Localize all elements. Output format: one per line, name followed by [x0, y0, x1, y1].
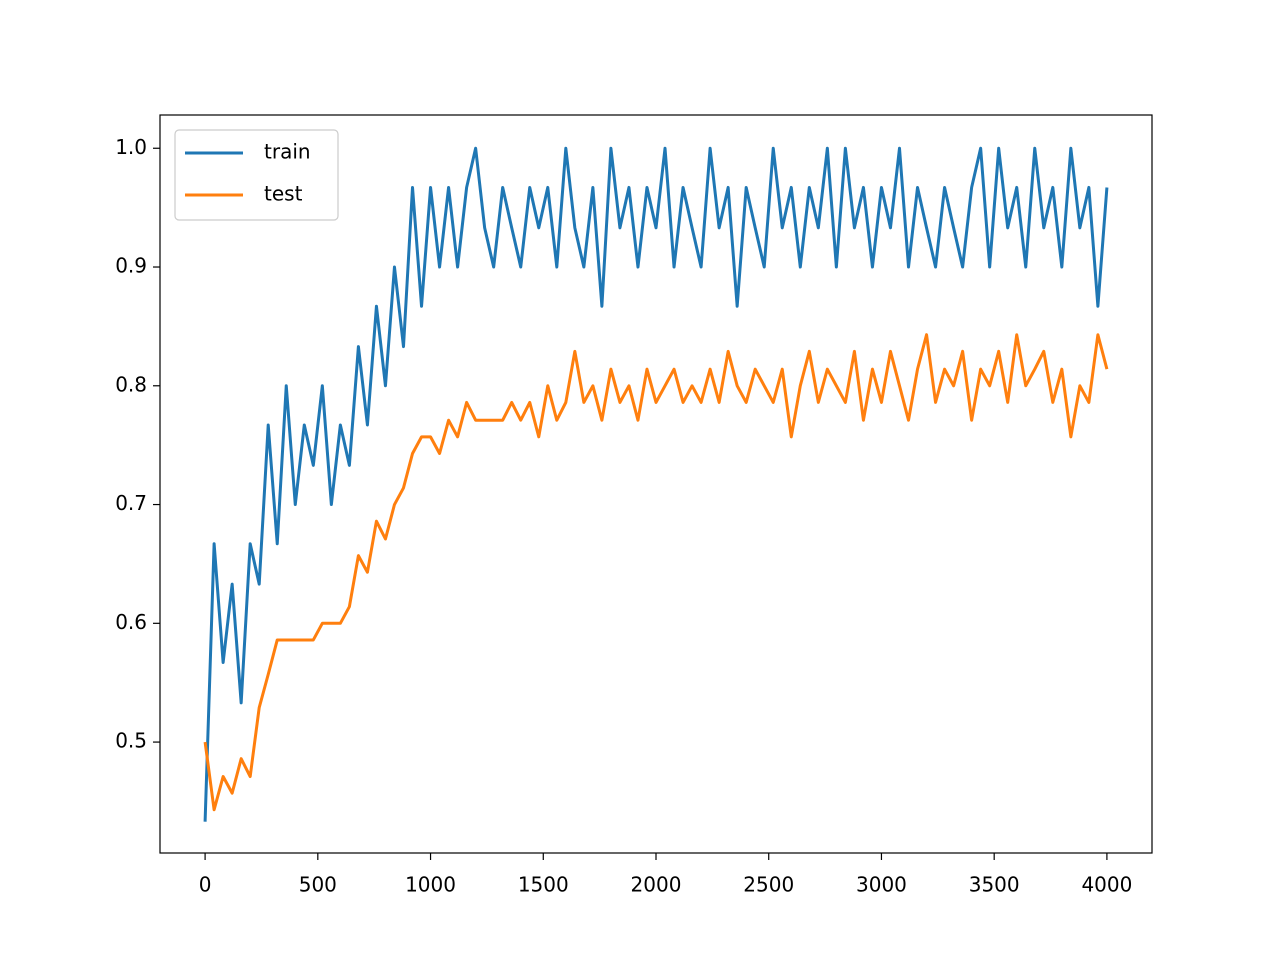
x-tick-label: 4000 — [1081, 873, 1132, 897]
x-tick-label: 1500 — [518, 873, 569, 897]
plot-frame — [159, 114, 1153, 854]
x-tick-label: 3000 — [856, 873, 907, 897]
x-tick-label: 2500 — [743, 873, 794, 897]
y-tick-label: 0.5 — [115, 729, 147, 753]
x-tick-label: 3500 — [969, 873, 1020, 897]
legend-label: train — [264, 140, 311, 164]
legend-label: test — [264, 182, 303, 206]
y-tick-label: 0.6 — [115, 610, 147, 634]
x-tick-label: 0 — [199, 873, 212, 897]
series-line — [203, 333, 1109, 812]
legend-box — [174, 129, 339, 221]
x-tick-label: 500 — [299, 873, 337, 897]
x-tick-label: 2000 — [631, 873, 682, 897]
y-tick-label: 1.0 — [115, 135, 147, 159]
series-line — [203, 146, 1109, 822]
y-tick-label: 0.8 — [115, 372, 147, 396]
x-tick-label: 1000 — [405, 873, 456, 897]
y-tick-label: 0.7 — [115, 491, 147, 515]
y-tick-label: 0.9 — [115, 254, 147, 278]
